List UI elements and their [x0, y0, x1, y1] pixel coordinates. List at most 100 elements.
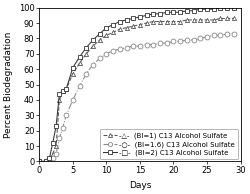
-□-  (BI=2) C13 Alcohol Sulfate [179, 11, 182, 13]
-△-  (BI=1) C13 Alcohol Sulfate [112, 31, 114, 33]
-○-  (BI=1.6) C13 Alcohol Sulfate [132, 45, 135, 47]
Line: -△-  (BI=1) C13 Alcohol Sulfate: -△- (BI=1) C13 Alcohol Sulfate [37, 16, 236, 164]
-○-  (BI=1.6) C13 Alcohol Sulfate [38, 160, 41, 163]
-△-  (BI=1) C13 Alcohol Sulfate [226, 17, 228, 20]
-○-  (BI=1.6) C13 Alcohol Sulfate [165, 42, 168, 44]
-□-  (BI=2) C13 Alcohol Sulfate [51, 142, 54, 144]
-○-  (BI=1.6) C13 Alcohol Sulfate [65, 114, 68, 116]
-△-  (BI=1) C13 Alcohol Sulfate [48, 157, 51, 159]
-□-  (BI=2) C13 Alcohol Sulfate [199, 8, 202, 10]
-○-  (BI=1.6) C13 Alcohol Sulfate [179, 40, 182, 43]
-○-  (BI=1.6) C13 Alcohol Sulfate [61, 126, 64, 129]
-△-  (BI=1) C13 Alcohol Sulfate [51, 152, 54, 155]
-□-  (BI=2) C13 Alcohol Sulfate [226, 7, 228, 9]
-○-  (BI=1.6) C13 Alcohol Sulfate [48, 159, 51, 161]
-○-  (BI=1.6) C13 Alcohol Sulfate [85, 73, 88, 75]
-□-  (BI=2) C13 Alcohol Sulfate [38, 160, 41, 163]
-○-  (BI=1.6) C13 Alcohol Sulfate [125, 47, 128, 49]
-○-  (BI=1.6) C13 Alcohol Sulfate [192, 39, 195, 41]
-△-  (BI=1) C13 Alcohol Sulfate [44, 160, 48, 163]
-□-  (BI=2) C13 Alcohol Sulfate [232, 7, 235, 9]
-□-  (BI=2) C13 Alcohol Sulfate [58, 93, 61, 95]
-○-  (BI=1.6) C13 Alcohol Sulfate [158, 42, 162, 44]
-□-  (BI=2) C13 Alcohol Sulfate [112, 23, 114, 26]
-○-  (BI=1.6) C13 Alcohol Sulfate [138, 45, 141, 47]
-△-  (BI=1) C13 Alcohol Sulfate [172, 20, 175, 23]
-□-  (BI=2) C13 Alcohol Sulfate [145, 14, 148, 16]
-□-  (BI=2) C13 Alcohol Sulfate [118, 20, 121, 23]
Line: -□-  (BI=2) C13 Alcohol Sulfate: -□- (BI=2) C13 Alcohol Sulfate [37, 6, 236, 164]
-△-  (BI=1) C13 Alcohol Sulfate [199, 19, 202, 21]
-△-  (BI=1) C13 Alcohol Sulfate [219, 17, 222, 20]
-△-  (BI=1) C13 Alcohol Sulfate [192, 19, 195, 21]
-△-  (BI=1) C13 Alcohol Sulfate [98, 39, 101, 41]
-○-  (BI=1.6) C13 Alcohol Sulfate [172, 40, 175, 43]
-○-  (BI=1.6) C13 Alcohol Sulfate [152, 43, 155, 46]
-○-  (BI=1.6) C13 Alcohol Sulfate [54, 152, 58, 155]
-□-  (BI=2) C13 Alcohol Sulfate [65, 88, 68, 90]
-△-  (BI=1) C13 Alcohol Sulfate [118, 28, 121, 30]
-○-  (BI=1.6) C13 Alcohol Sulfate [92, 63, 94, 66]
-□-  (BI=2) C13 Alcohol Sulfate [54, 125, 58, 127]
-□-  (BI=2) C13 Alcohol Sulfate [92, 39, 94, 41]
-□-  (BI=2) C13 Alcohol Sulfate [206, 8, 208, 10]
-△-  (BI=1) C13 Alcohol Sulfate [185, 19, 188, 21]
X-axis label: Days: Days [129, 181, 151, 190]
-○-  (BI=1.6) C13 Alcohol Sulfate [112, 49, 114, 52]
-△-  (BI=1) C13 Alcohol Sulfate [212, 19, 215, 21]
-□-  (BI=2) C13 Alcohol Sulfate [48, 157, 51, 159]
-○-  (BI=1.6) C13 Alcohol Sulfate [219, 34, 222, 36]
-□-  (BI=2) C13 Alcohol Sulfate [158, 13, 162, 15]
-□-  (BI=2) C13 Alcohol Sulfate [105, 27, 108, 29]
-△-  (BI=1) C13 Alcohol Sulfate [152, 20, 155, 23]
-△-  (BI=1) C13 Alcohol Sulfate [206, 19, 208, 21]
-△-  (BI=1) C13 Alcohol Sulfate [165, 20, 168, 23]
-△-  (BI=1) C13 Alcohol Sulfate [61, 89, 64, 92]
-□-  (BI=2) C13 Alcohol Sulfate [212, 8, 215, 10]
-□-  (BI=2) C13 Alcohol Sulfate [61, 89, 64, 92]
-□-  (BI=2) C13 Alcohol Sulfate [138, 16, 141, 18]
-△-  (BI=1) C13 Alcohol Sulfate [145, 22, 148, 24]
-○-  (BI=1.6) C13 Alcohol Sulfate [98, 57, 101, 60]
-△-  (BI=1) C13 Alcohol Sulfate [78, 62, 81, 64]
-△-  (BI=1) C13 Alcohol Sulfate [65, 88, 68, 90]
-○-  (BI=1.6) C13 Alcohol Sulfate [118, 48, 121, 50]
-□-  (BI=2) C13 Alcohol Sulfate [98, 33, 101, 35]
-□-  (BI=2) C13 Alcohol Sulfate [192, 10, 195, 12]
-□-  (BI=2) C13 Alcohol Sulfate [172, 11, 175, 13]
-△-  (BI=1) C13 Alcohol Sulfate [105, 34, 108, 36]
-△-  (BI=1) C13 Alcohol Sulfate [125, 27, 128, 29]
-○-  (BI=1.6) C13 Alcohol Sulfate [199, 37, 202, 40]
-□-  (BI=2) C13 Alcohol Sulfate [185, 10, 188, 12]
-△-  (BI=1) C13 Alcohol Sulfate [58, 99, 61, 101]
Y-axis label: Percent Biodegradation: Percent Biodegradation [4, 31, 13, 138]
-□-  (BI=2) C13 Alcohol Sulfate [132, 17, 135, 20]
-○-  (BI=1.6) C13 Alcohol Sulfate [58, 137, 61, 139]
-○-  (BI=1.6) C13 Alcohol Sulfate [185, 39, 188, 41]
-□-  (BI=2) C13 Alcohol Sulfate [78, 56, 81, 58]
-△-  (BI=1) C13 Alcohol Sulfate [232, 17, 235, 20]
-△-  (BI=1) C13 Alcohol Sulfate [158, 20, 162, 23]
-○-  (BI=1.6) C13 Alcohol Sulfate [78, 85, 81, 87]
-□-  (BI=2) C13 Alcohol Sulfate [152, 13, 155, 15]
-○-  (BI=1.6) C13 Alcohol Sulfate [51, 157, 54, 159]
-□-  (BI=2) C13 Alcohol Sulfate [165, 11, 168, 13]
-□-  (BI=2) C13 Alcohol Sulfate [44, 160, 48, 163]
-○-  (BI=1.6) C13 Alcohol Sulfate [232, 33, 235, 35]
-○-  (BI=1.6) C13 Alcohol Sulfate [44, 160, 48, 163]
-○-  (BI=1.6) C13 Alcohol Sulfate [206, 36, 208, 38]
-△-  (BI=1) C13 Alcohol Sulfate [92, 45, 94, 47]
-○-  (BI=1.6) C13 Alcohol Sulfate [226, 33, 228, 35]
-○-  (BI=1.6) C13 Alcohol Sulfate [71, 99, 74, 101]
-△-  (BI=1) C13 Alcohol Sulfate [85, 53, 88, 55]
-□-  (BI=2) C13 Alcohol Sulfate [219, 7, 222, 9]
-○-  (BI=1.6) C13 Alcohol Sulfate [105, 53, 108, 55]
-△-  (BI=1) C13 Alcohol Sulfate [71, 73, 74, 75]
-△-  (BI=1) C13 Alcohol Sulfate [132, 25, 135, 27]
-△-  (BI=1) C13 Alcohol Sulfate [179, 20, 182, 23]
-□-  (BI=2) C13 Alcohol Sulfate [125, 19, 128, 21]
Line: -○-  (BI=1.6) C13 Alcohol Sulfate: -○- (BI=1.6) C13 Alcohol Sulfate [37, 31, 236, 164]
-△-  (BI=1) C13 Alcohol Sulfate [138, 23, 141, 26]
-△-  (BI=1) C13 Alcohol Sulfate [54, 145, 58, 147]
-△-  (BI=1) C13 Alcohol Sulfate [38, 160, 41, 163]
